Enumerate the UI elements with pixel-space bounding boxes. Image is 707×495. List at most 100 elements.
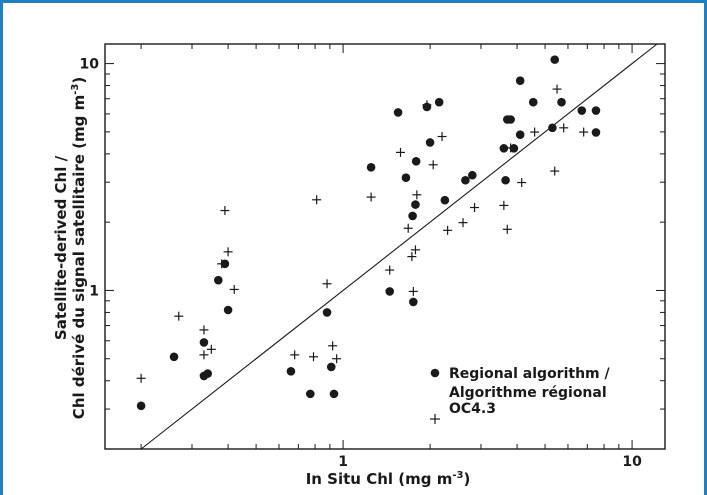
regional-algorithm-point bbox=[515, 130, 525, 139]
legend-regional-line1: Regional algorithm / bbox=[449, 366, 611, 382]
regional-algorithm-point bbox=[411, 156, 421, 166]
oc43-point bbox=[199, 325, 209, 335]
x-axis-title: In Situ Chl (mg m-3) bbox=[306, 470, 471, 488]
oc43-point bbox=[217, 259, 227, 269]
one-to-one-line-group bbox=[140, 43, 658, 450]
oc43-point bbox=[322, 279, 332, 289]
regional-algorithm-point bbox=[223, 305, 233, 315]
legend-circle-marker bbox=[430, 368, 440, 378]
oc43-point bbox=[407, 252, 417, 262]
oc43-point bbox=[199, 350, 209, 360]
regional-algorithm-point bbox=[550, 55, 560, 64]
regional-algorithm-point bbox=[286, 367, 296, 376]
regional-algorithm-point bbox=[528, 97, 538, 107]
regional-algorithm-point bbox=[385, 287, 395, 296]
x-tick-label: 10 bbox=[622, 454, 642, 470]
regional-algorithm-point bbox=[591, 106, 601, 115]
legend: Regional algorithm / Algorithme régional… bbox=[430, 366, 611, 424]
oc43-point bbox=[332, 354, 342, 364]
x-tick-label: 1 bbox=[338, 454, 348, 470]
oc43-point bbox=[385, 265, 395, 275]
regional-algorithm-point bbox=[461, 175, 470, 185]
x-axis-title-end: ) bbox=[463, 470, 470, 488]
regional-algorithm-point bbox=[515, 76, 525, 85]
y-tick-label: 10 bbox=[80, 57, 100, 73]
oc43-point bbox=[309, 352, 319, 362]
oc43-point bbox=[437, 132, 447, 142]
oc43-point bbox=[428, 160, 438, 170]
oc43-point bbox=[328, 341, 338, 351]
oc43-point bbox=[229, 284, 239, 294]
regional-algorithm-point bbox=[440, 195, 450, 205]
regional-algorithm-point bbox=[136, 401, 146, 411]
y-axis-title-line2-end: ) bbox=[70, 77, 88, 84]
y-axis-title-line1: Satellite-derived Chl / bbox=[52, 155, 70, 340]
y-axis-title-line2: Chl dérivé du signal satellitaire (mg m-… bbox=[70, 77, 88, 419]
y-axis-title-line2-exponent: -3 bbox=[70, 84, 81, 95]
oc43-point bbox=[223, 247, 233, 257]
regional-algorithm-point bbox=[468, 170, 477, 180]
oc43-point bbox=[403, 223, 413, 233]
regional-algorithm-point bbox=[425, 138, 435, 147]
oc43-point bbox=[530, 127, 540, 137]
regional-algorithm-point bbox=[501, 175, 510, 185]
legend-regional-line2: Algorithme régional bbox=[449, 385, 607, 401]
axis-ticks bbox=[105, 44, 665, 450]
regional-algorithm-point bbox=[329, 389, 339, 399]
regional-algorithm-point bbox=[506, 115, 515, 124]
y-axis-title-line2-main: Chl dérivé du signal satellitaire (mg m bbox=[70, 95, 88, 419]
regional-algorithm-point bbox=[434, 97, 444, 107]
oc43-point bbox=[206, 344, 216, 354]
regional-algorithm-point bbox=[548, 123, 557, 133]
regional-algorithm-point bbox=[322, 308, 332, 317]
x-axis-title-main: In Situ Chl (mg m bbox=[306, 470, 453, 488]
oc43-point bbox=[517, 178, 527, 188]
y-tick-label: 1 bbox=[89, 283, 99, 299]
regional-algorithm-point bbox=[326, 362, 336, 372]
oc43-point bbox=[220, 206, 230, 216]
oc43-point bbox=[136, 373, 146, 383]
regional-algorithm-point bbox=[199, 338, 209, 347]
regional-algorithm-point bbox=[393, 108, 403, 117]
oc43-point bbox=[552, 84, 562, 94]
regional-algorithm-point bbox=[408, 211, 417, 221]
regional-algorithm-point bbox=[557, 97, 566, 107]
oc43-point bbox=[499, 200, 509, 210]
regional-algorithm-point bbox=[591, 128, 601, 137]
regional-algorithm-point bbox=[409, 297, 418, 307]
oc43-point bbox=[470, 203, 480, 213]
oc43-point bbox=[396, 147, 406, 157]
oc43-point bbox=[559, 123, 569, 133]
data-points bbox=[136, 55, 601, 411]
x-axis-title-exponent: -3 bbox=[452, 470, 463, 481]
tick-labels: 1 10 1 10 bbox=[80, 57, 643, 470]
oc43-point bbox=[502, 224, 512, 234]
regional-algorithm-point bbox=[214, 275, 223, 285]
oc43-point bbox=[312, 195, 322, 205]
oc43-point bbox=[422, 100, 432, 110]
oc43-point bbox=[408, 286, 418, 296]
regional-algorithm-point bbox=[499, 144, 509, 153]
plot-area-border bbox=[104, 43, 666, 450]
regional-algorithm-point bbox=[305, 389, 315, 399]
oc43-point bbox=[412, 190, 422, 200]
oc43-point bbox=[410, 245, 420, 255]
regional-algorithm-point bbox=[577, 106, 587, 115]
oc43-point bbox=[443, 225, 453, 235]
regional-algorithm-point bbox=[366, 163, 376, 172]
oc43-point bbox=[550, 166, 560, 176]
oc43-point bbox=[290, 350, 300, 360]
regional-algorithm-point bbox=[203, 369, 212, 378]
regional-algorithm-point bbox=[401, 173, 411, 183]
oc43-point bbox=[506, 143, 516, 153]
legend-plus-marker bbox=[430, 414, 440, 424]
regional-algorithm-point bbox=[169, 352, 179, 362]
regional-algorithm-point bbox=[411, 200, 420, 209]
oc43-point bbox=[174, 311, 184, 321]
legend-oc43: OC4.3 bbox=[449, 401, 496, 417]
one-to-one-line bbox=[140, 43, 658, 450]
oc43-point bbox=[458, 218, 468, 228]
oc43-point bbox=[579, 127, 589, 137]
